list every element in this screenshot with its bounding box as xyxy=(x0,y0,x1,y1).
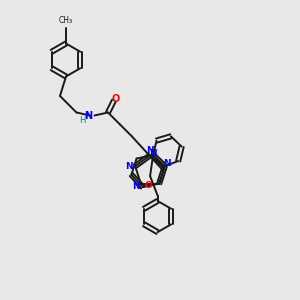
Text: CH₃: CH₃ xyxy=(59,16,73,26)
Text: N: N xyxy=(146,146,154,155)
Text: N: N xyxy=(84,110,93,121)
Text: O: O xyxy=(111,94,120,104)
Text: N: N xyxy=(149,149,157,158)
Text: O: O xyxy=(144,181,152,190)
Text: N: N xyxy=(164,159,171,168)
Text: N: N xyxy=(125,162,133,171)
Text: H: H xyxy=(79,116,86,125)
Text: N: N xyxy=(133,182,140,191)
